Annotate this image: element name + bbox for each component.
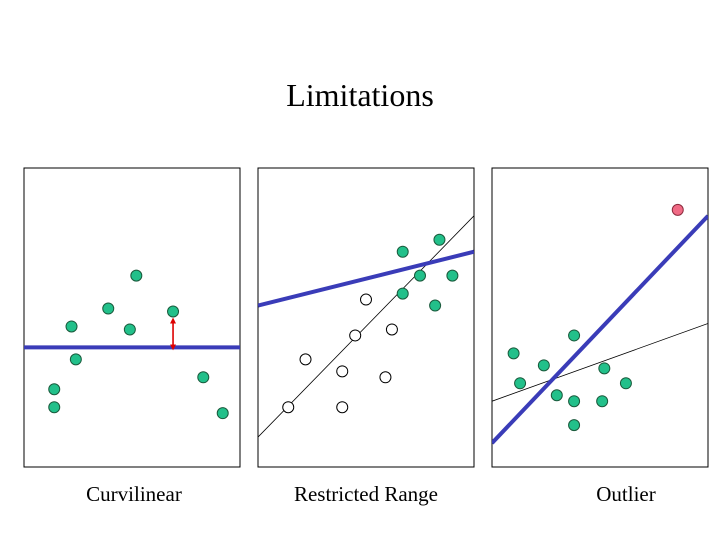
data-point [396, 287, 409, 300]
data-point [514, 377, 527, 390]
data-point [48, 383, 61, 396]
data-point [216, 407, 229, 420]
data-point [123, 323, 136, 336]
data-point [102, 302, 115, 315]
data-point [568, 329, 581, 342]
data-point [197, 371, 210, 384]
data-point [619, 377, 632, 390]
open-data-point [360, 293, 372, 306]
open-data-point [282, 401, 295, 414]
data-point [537, 359, 550, 372]
reference-line [492, 323, 708, 402]
panel-outlier [491, 167, 709, 468]
data-point [65, 320, 78, 333]
data-point [69, 353, 82, 366]
outlier-point [671, 203, 684, 216]
data-point [598, 362, 611, 375]
data-point [48, 401, 61, 414]
data-point [433, 233, 446, 246]
panel-restricted-range [257, 167, 475, 468]
data-point [550, 389, 563, 402]
reference-line [258, 215, 474, 438]
open-data-point [299, 353, 312, 366]
caption-outlier: Outlier [596, 482, 656, 506]
panel-frame [23, 167, 241, 468]
data-point [130, 269, 143, 282]
data-point [446, 269, 459, 282]
data-point [568, 395, 581, 408]
data-point [568, 419, 581, 432]
data-point [396, 245, 409, 258]
regression-line [258, 249, 474, 308]
data-point [414, 269, 426, 282]
panel-curvilinear [23, 167, 241, 468]
data-point [429, 299, 442, 312]
caption-restricted-range: Restricted Range [293, 482, 439, 506]
caption-curvilinear: Curvilinear [86, 482, 182, 506]
data-point [596, 395, 609, 408]
slide-title: Limitations [286, 77, 434, 113]
regression-line [492, 214, 708, 445]
open-data-point [336, 401, 349, 414]
panel-frame [491, 167, 709, 468]
data-point [167, 305, 180, 318]
open-data-point [349, 329, 362, 342]
open-data-point [385, 323, 398, 336]
open-data-point [379, 371, 392, 384]
panel-frame [257, 167, 475, 468]
open-data-point [336, 365, 349, 378]
data-point [507, 347, 520, 360]
